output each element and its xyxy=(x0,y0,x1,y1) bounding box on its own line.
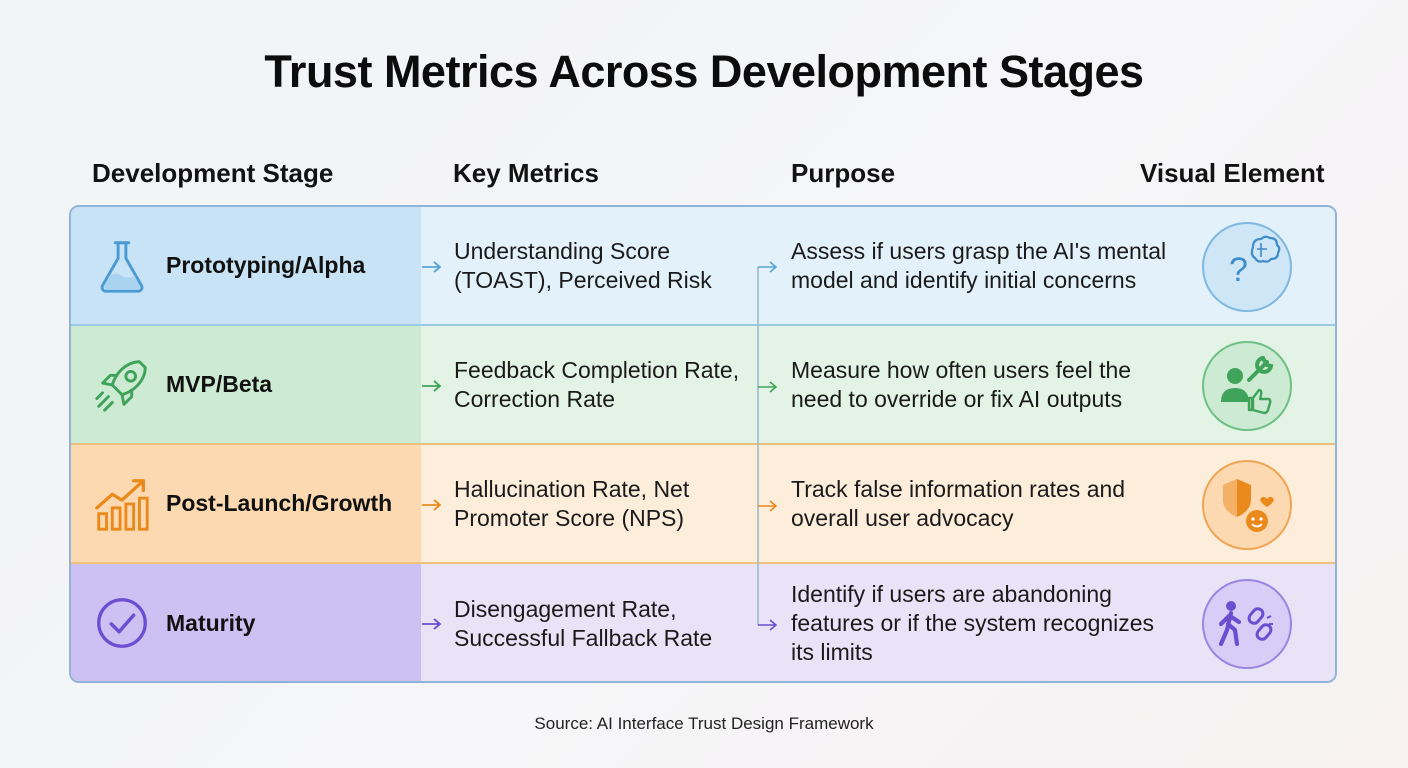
source-caption: Source: AI Interface Trust Design Framew… xyxy=(534,714,874,733)
arrow-icon xyxy=(422,261,442,273)
purpose-text: Assess if users grasp the AI's mental mo… xyxy=(791,237,1167,293)
purpose-text: Measure how often users feel the need to… xyxy=(791,356,1132,412)
table-row-prototyping: Prototyping/Alpha Understanding Score (T… xyxy=(71,207,1335,326)
user-wrench-thumbsup-icon xyxy=(1202,341,1292,431)
metric-text: Understanding Score (TOAST), Perceived R… xyxy=(454,237,712,293)
table-row-maturity: Maturity Disengagement Rate, Successful … xyxy=(71,564,1335,681)
metric-text: Hallucination Rate, Net Promoter Score (… xyxy=(454,475,690,531)
arrow-icon xyxy=(422,618,442,630)
stage-cell: Prototyping/Alpha xyxy=(71,207,421,324)
metric-text: Disengagement Rate, Successful Fallback … xyxy=(454,595,713,651)
column-header-stage: Development Stage xyxy=(92,158,334,188)
stage-cell: Maturity xyxy=(71,564,421,681)
column-header-purpose: Purpose xyxy=(791,158,896,188)
arrow-icon xyxy=(422,499,442,511)
column-header-visual: Visual Element xyxy=(1140,158,1325,188)
growth-chart-icon xyxy=(95,479,149,531)
stage-cell: Post-Launch/Growth xyxy=(71,445,421,562)
shield-smiley-icon xyxy=(1202,460,1292,550)
trust-metrics-table: Prototyping/Alpha Understanding Score (T… xyxy=(69,205,1337,683)
stage-label: Maturity xyxy=(166,610,256,636)
table-row-mvp: MVP/Beta Feedback Completion Rate, Corre… xyxy=(71,326,1335,445)
check-circle-icon xyxy=(97,598,147,648)
column-header-metrics: Key Metrics xyxy=(453,158,599,188)
stage-label: MVP/Beta xyxy=(166,371,273,397)
arrow-icon xyxy=(422,380,442,392)
stage-label: Prototyping/Alpha xyxy=(166,252,366,278)
page-title: Trust Metrics Across Development Stages xyxy=(264,46,1144,97)
stage-label: Post-Launch/Growth xyxy=(166,490,393,516)
metric-text: Feedback Completion Rate, Correction Rat… xyxy=(454,356,740,412)
flask-icon xyxy=(100,241,144,293)
table-row-post-launch: Post-Launch/Growth Hallucination Rate, N… xyxy=(71,445,1335,564)
walker-broken-link-icon xyxy=(1202,579,1292,669)
question-brain-icon: ? xyxy=(1202,222,1292,312)
purpose-text: Identify if users are abandoning feature… xyxy=(791,581,1155,665)
purpose-text: Track false information rates and overal… xyxy=(791,475,1126,531)
rocket-icon xyxy=(95,360,147,412)
stage-cell: MVP/Beta xyxy=(71,326,421,443)
svg-text:?: ? xyxy=(1229,251,1248,289)
